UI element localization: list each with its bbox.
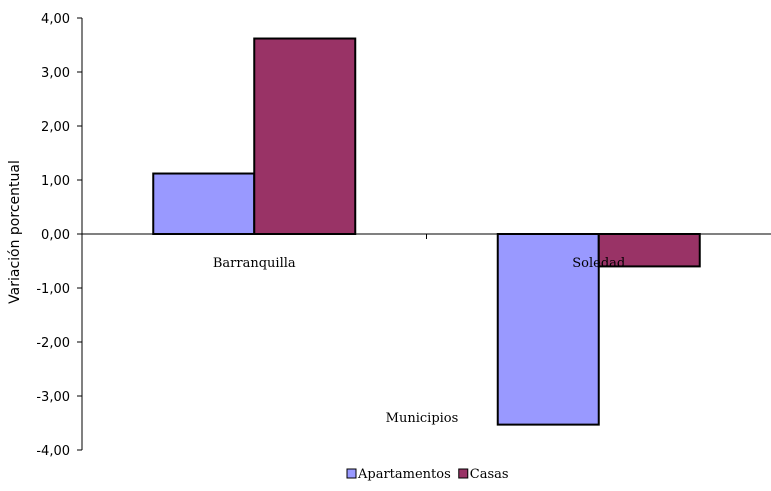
category-label: Barranquilla xyxy=(213,256,296,271)
category-labels: Barranquilla Soledad xyxy=(213,256,625,271)
y-axis-title: Variación porcentual xyxy=(7,160,23,304)
y-axis-ticks: 4,00 3,00 2,00 1,00 0,00 -1,00 -2,00 -3,00 -4,00 xyxy=(36,12,427,459)
legend-swatch-apartamentos xyxy=(346,468,357,479)
y-tick-label: 3,00 xyxy=(41,66,70,81)
bars-group xyxy=(152,37,701,426)
y-tick-label: 1,00 xyxy=(41,174,70,189)
category-label: Soledad xyxy=(572,256,625,271)
legend-label-casas: Casas xyxy=(470,467,509,482)
y-tick-label: 0,00 xyxy=(41,228,70,243)
y-tick-label: 4,00 xyxy=(41,12,70,27)
bar-casas-barranquilla xyxy=(253,37,357,235)
x-axis-title: Municipios xyxy=(386,411,459,426)
y-tick-label: -1,00 xyxy=(36,282,70,297)
legend: Apartamentos Casas xyxy=(346,467,509,482)
y-tick-label: 2,00 xyxy=(41,120,70,135)
legend-label-apartamentos: Apartamentos xyxy=(357,467,451,482)
y-tick-label: -3,00 xyxy=(36,390,70,405)
bar-apartamentos-barranquilla xyxy=(152,172,256,236)
legend-swatch-casas xyxy=(458,468,469,479)
y-tick-label: -4,00 xyxy=(36,444,70,459)
y-tick-label: -2,00 xyxy=(36,336,70,351)
